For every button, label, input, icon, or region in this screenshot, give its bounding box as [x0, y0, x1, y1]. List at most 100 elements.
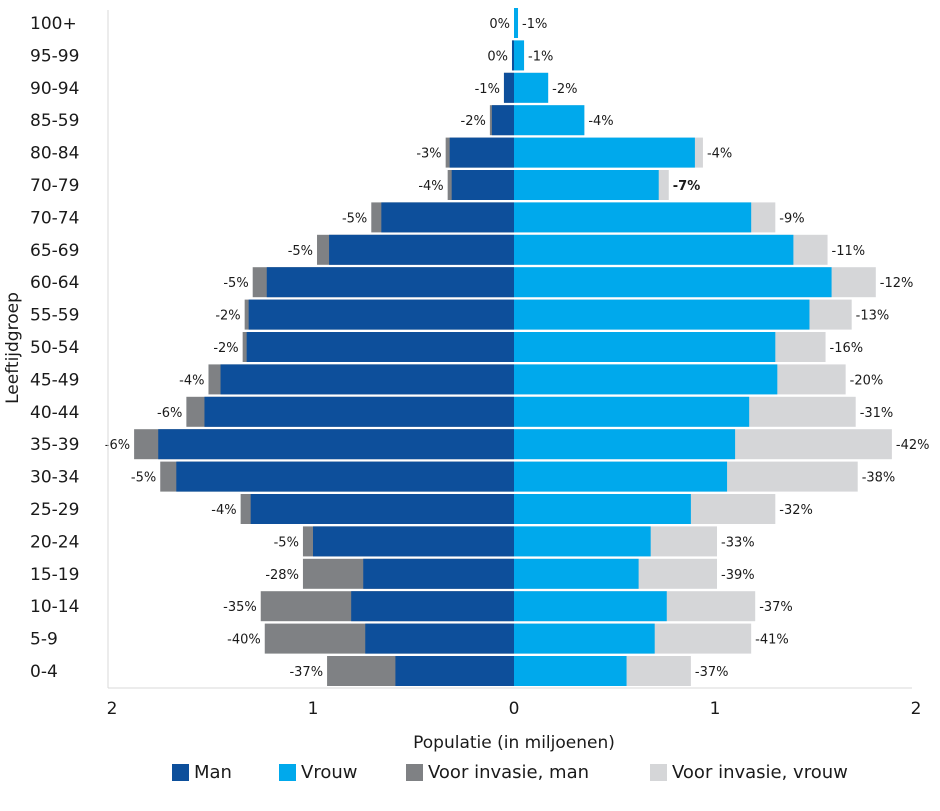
y-tick-label: 55-59	[30, 306, 79, 326]
bar-man	[266, 267, 514, 298]
y-tick-label: 10-14	[30, 597, 79, 617]
bar-man	[158, 429, 515, 460]
y-tick-label: 40-44	[30, 403, 79, 423]
y-tick-label: 50-54	[30, 338, 79, 358]
bar-man	[381, 202, 514, 233]
change-label-vrouw: -4%	[707, 147, 732, 162]
bar-vrouw	[514, 591, 667, 622]
y-tick-label: 65-69	[30, 241, 79, 261]
y-tick-label: 30-34	[30, 468, 79, 488]
bar-man	[511, 40, 514, 71]
x-tick-label: 2	[107, 699, 118, 719]
bar-man	[491, 105, 514, 136]
x-tick-label: 2	[911, 699, 922, 719]
y-tick-label: 85-59	[30, 111, 79, 131]
change-label-vrouw: -2%	[552, 82, 577, 97]
legend-item: Vrouw	[279, 762, 357, 783]
change-label-man: -40%	[227, 633, 261, 648]
x-axis-title: Populatie (in miljoenen)	[413, 733, 615, 753]
change-label-man: -4%	[211, 503, 236, 518]
change-label-vrouw: -33%	[721, 535, 755, 550]
change-label-vrouw: -9%	[779, 211, 804, 226]
change-label-man: -5%	[223, 276, 248, 291]
change-label-vrouw: -13%	[856, 309, 890, 324]
bar-man	[365, 623, 514, 654]
change-label-vrouw: -31%	[860, 406, 894, 421]
y-axis-title: Leeftijdgroep	[3, 292, 23, 404]
legend-item: Man	[172, 762, 232, 783]
x-tick-label: 0	[509, 699, 520, 719]
change-label-vrouw: -11%	[832, 244, 866, 259]
change-label-man: -4%	[418, 179, 443, 194]
x-tick-label: 1	[710, 699, 721, 719]
change-label-vrouw: -16%	[830, 341, 864, 356]
bar-vrouw	[514, 105, 585, 136]
bar-vrouw	[514, 494, 691, 524]
bar-vrouw	[514, 656, 627, 686]
change-label-man: -2%	[213, 341, 238, 356]
change-label-vrouw: -1%	[528, 49, 553, 64]
legend-swatch	[650, 764, 667, 781]
change-label-vrouw: -32%	[779, 503, 813, 518]
change-label-vrouw: -41%	[755, 633, 789, 648]
bar-man	[351, 591, 514, 622]
change-label-man: -5%	[288, 244, 313, 259]
bar-vrouw	[514, 299, 810, 330]
y-tick-label: 60-64	[30, 273, 79, 293]
legend-label: Voor invasie, vrouw	[672, 762, 848, 783]
change-label-vrouw: -4%	[588, 114, 613, 129]
legend-item: Voor invasie, man	[406, 762, 589, 783]
bar-vrouw	[514, 40, 525, 71]
y-tick-label: 0-4	[30, 662, 58, 682]
x-tick-label: 1	[308, 699, 319, 719]
change-label-man: -28%	[265, 568, 299, 583]
bar-vrouw	[514, 170, 659, 200]
bar-man	[329, 234, 514, 265]
legend-item: Voor invasie, vrouw	[650, 762, 848, 783]
y-tick-label: 70-79	[30, 176, 79, 196]
change-label-man: -6%	[105, 438, 130, 453]
y-tick-label: 100+	[30, 14, 77, 34]
y-tick-label: 15-19	[30, 565, 79, 585]
bar-man	[176, 461, 514, 492]
change-label-man: -1%	[475, 82, 500, 97]
bar-vrouw	[514, 332, 776, 362]
bar-vrouw	[514, 396, 750, 427]
bar-vrouw	[514, 8, 519, 38]
change-label-man: -37%	[289, 665, 323, 680]
y-tick-label: 95-99	[30, 46, 79, 66]
change-label-vrouw: -37%	[695, 665, 729, 680]
bar-vrouw	[514, 234, 794, 265]
bar-man	[449, 137, 514, 168]
bar-vrouw	[514, 461, 728, 492]
change-label-man: -2%	[215, 309, 240, 324]
bar-man	[250, 494, 514, 524]
bar-vrouw	[514, 623, 655, 654]
change-label-man: -4%	[179, 373, 204, 388]
bar-vrouw	[514, 364, 778, 395]
change-label-man: -5%	[342, 211, 367, 226]
y-tick-label: 20-24	[30, 532, 79, 552]
bar-vrouw	[514, 526, 651, 557]
bar-man	[220, 364, 515, 395]
y-tick-label: 25-29	[30, 500, 79, 520]
y-tick-label: 5-9	[30, 630, 58, 650]
legend-swatch	[406, 764, 423, 781]
bar-vrouw	[514, 267, 832, 298]
bar-vrouw	[514, 558, 639, 589]
legend: Man Vrouw Voor invasie, man Voor invasie, v…	[0, 762, 940, 802]
bar-vrouw	[514, 202, 752, 233]
bar-vrouw	[514, 137, 695, 168]
y-tick-label: 70-74	[30, 208, 79, 228]
change-label-vrouw: -39%	[721, 568, 755, 583]
legend-label: Voor invasie, man	[428, 762, 590, 783]
bar-man	[503, 72, 514, 103]
bar-man	[395, 656, 514, 686]
bar-man	[204, 396, 514, 427]
change-label-vrouw: -42%	[896, 438, 930, 453]
change-label-vrouw: -38%	[862, 471, 896, 486]
y-tick-label: 80-84	[30, 144, 79, 164]
y-tick-label: 45-49	[30, 370, 79, 390]
bar-man	[246, 332, 515, 362]
